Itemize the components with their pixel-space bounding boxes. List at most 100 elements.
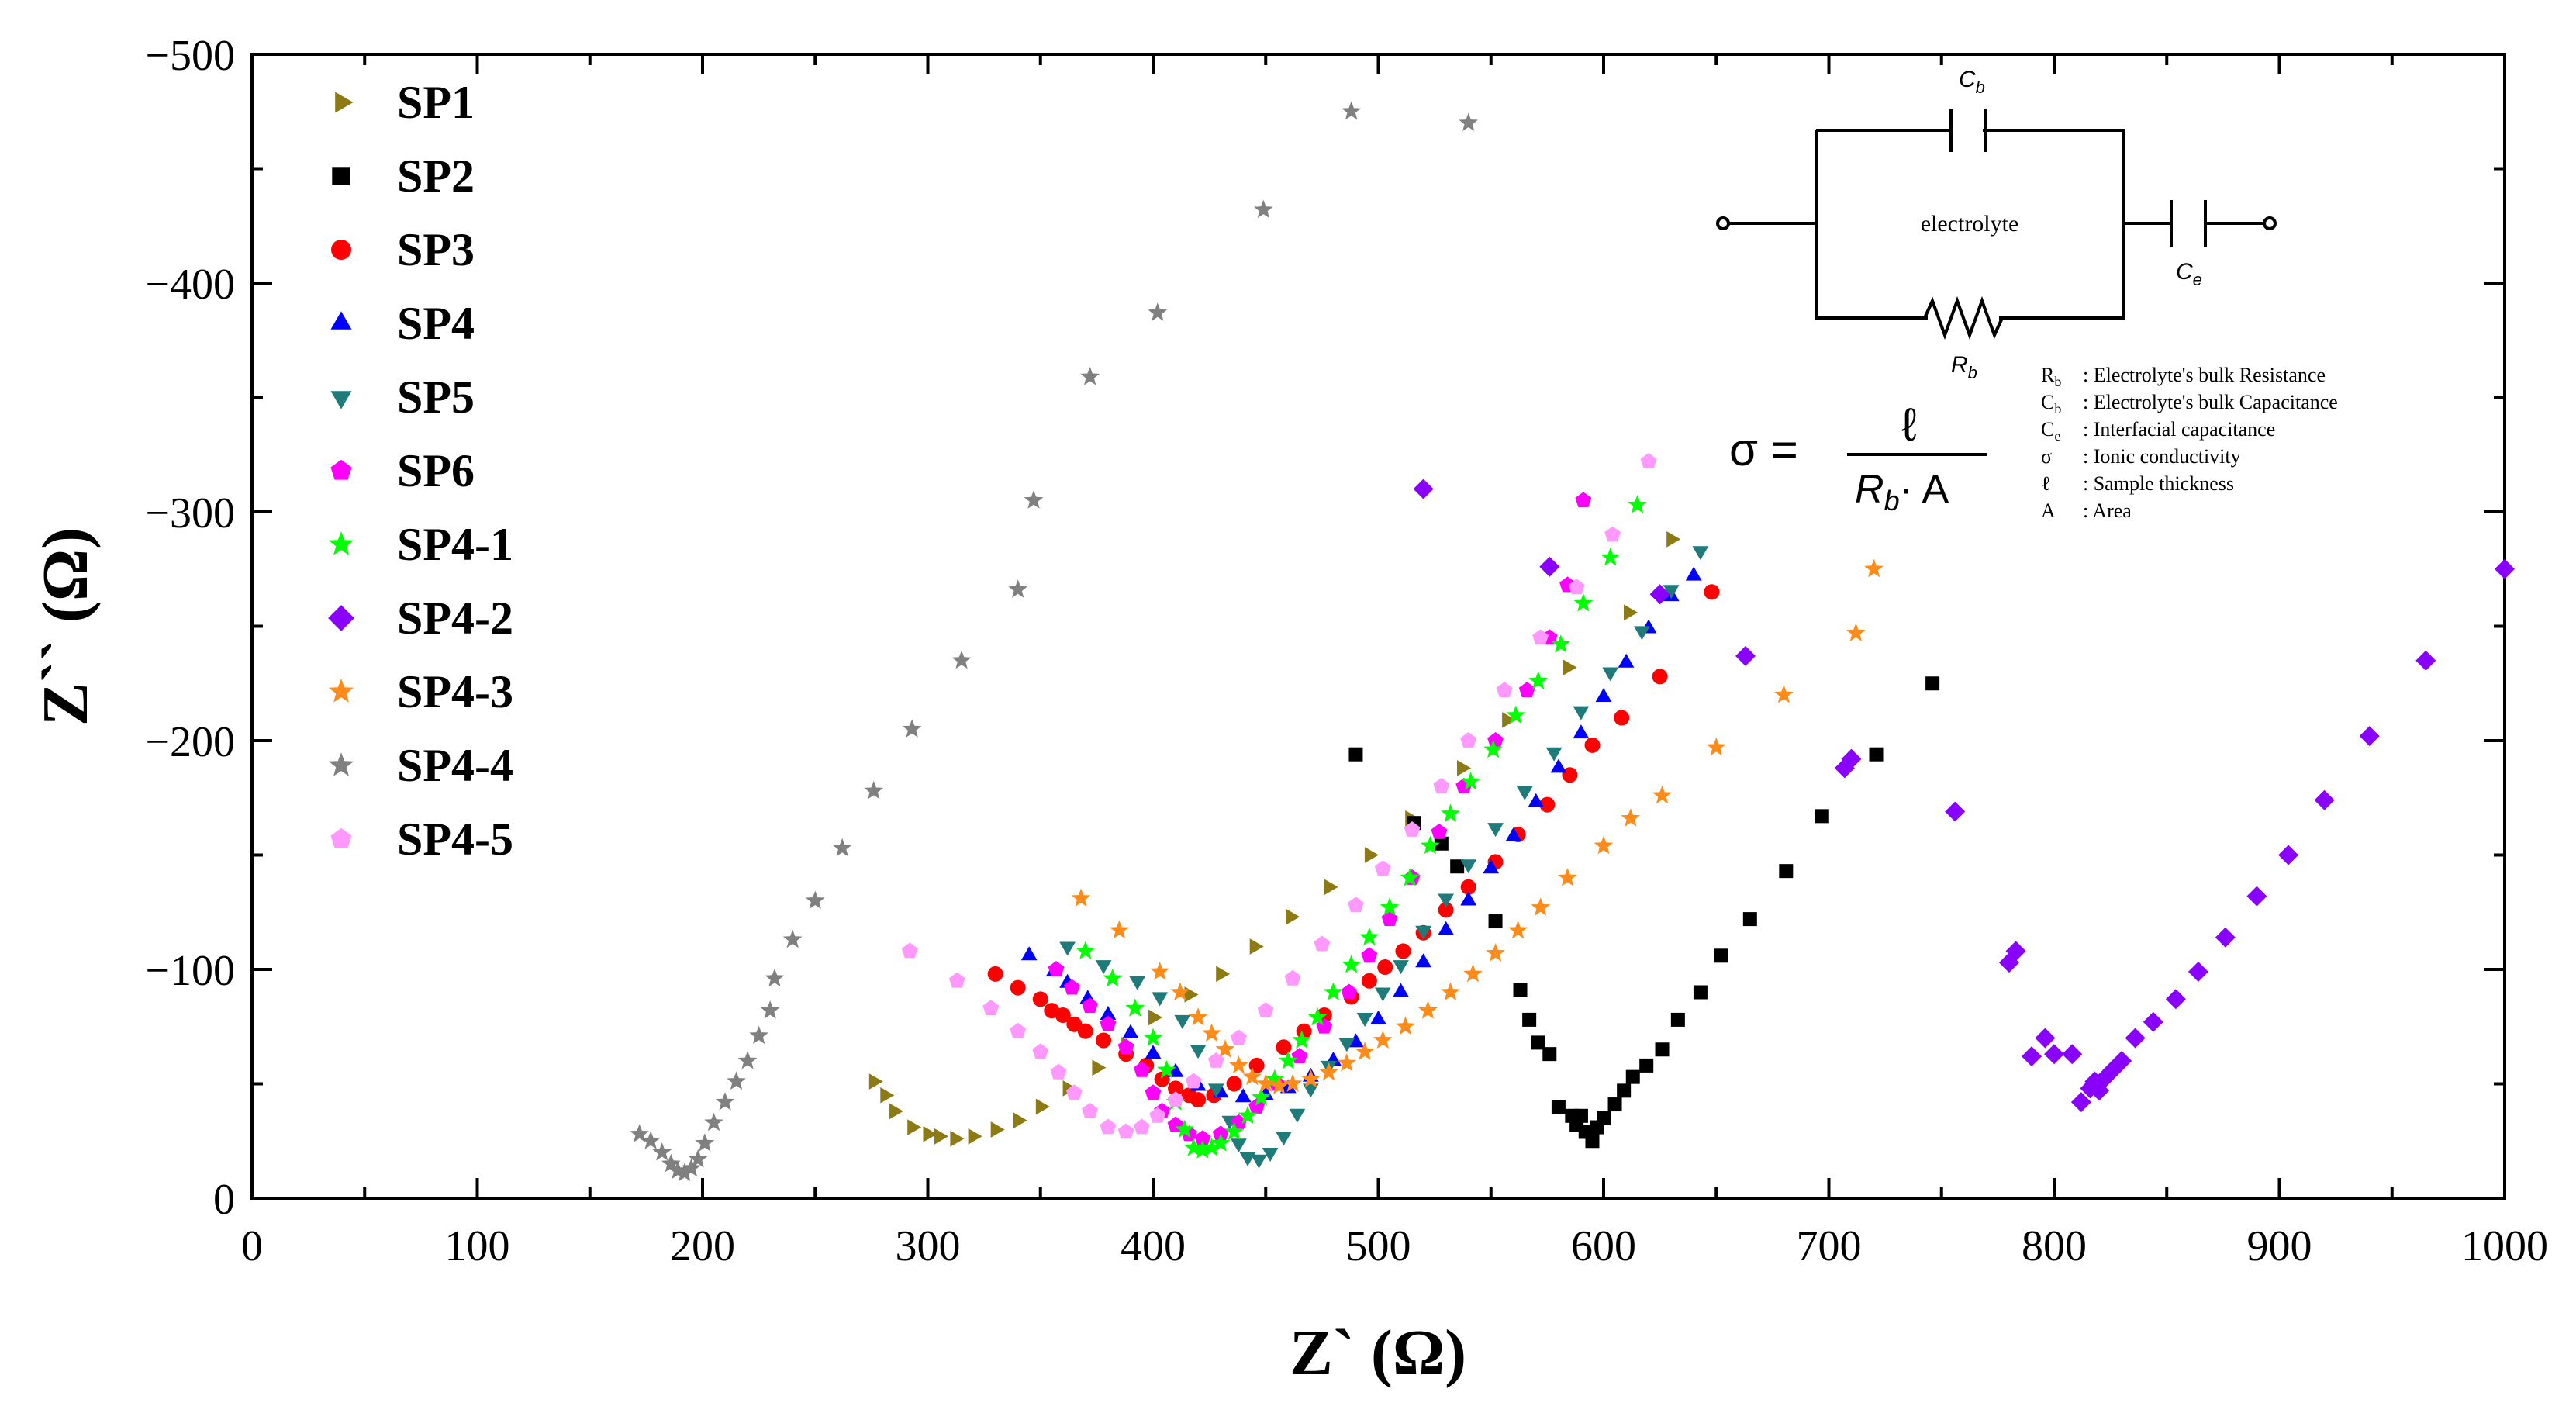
data-point [2070, 1092, 2091, 1113]
series-sp5 [1059, 546, 1709, 1169]
data-point [760, 1000, 780, 1019]
data-point [1289, 1108, 1306, 1123]
data-point [1082, 1102, 1099, 1118]
data-point [1545, 747, 1563, 762]
x-tick-label: 1000 [2461, 1222, 2548, 1270]
legend-label-sp6: SP6 [397, 445, 475, 496]
y-tick-label: −500 [145, 32, 235, 80]
data-point [2495, 558, 2515, 579]
data-point [1226, 1076, 1242, 1092]
data-point [1381, 910, 1398, 926]
definition-text: : Electrolyte's bulk Capacitance [2083, 391, 2338, 413]
data-point [1149, 1107, 1166, 1123]
data-point [682, 1158, 701, 1177]
data-point [1413, 479, 1434, 499]
data-point [1032, 991, 1048, 1007]
data-point [1276, 1039, 1292, 1055]
data-point [2314, 789, 2335, 810]
x-tick-label: 200 [670, 1222, 735, 1270]
data-point [1301, 1069, 1321, 1088]
data-point [1393, 983, 1409, 997]
data-point [907, 1119, 922, 1135]
data-point [1356, 1013, 1373, 1027]
data-point [902, 719, 922, 738]
data-point [1393, 960, 1409, 975]
data-point [1216, 966, 1231, 983]
legend-marker-sp5 [330, 391, 352, 409]
data-point [1618, 653, 1635, 668]
data-point [2112, 1051, 2132, 1071]
data-point [1239, 1152, 1256, 1166]
data-point [1055, 1007, 1071, 1023]
legend-marker-sp4-2 [328, 605, 354, 631]
data-point [2143, 1011, 2163, 1032]
data-point [1157, 1059, 1176, 1079]
data-point [2022, 1046, 2042, 1067]
data-point [1438, 893, 1454, 908]
data-point [1434, 836, 1449, 851]
data-point [1438, 921, 1454, 935]
data-point [1421, 835, 1440, 855]
data-point [1167, 1062, 1184, 1077]
data-point [1210, 1133, 1231, 1152]
data-point [1080, 367, 1100, 385]
data-point [1065, 1084, 1083, 1100]
formula-denominator: Rb· A [1855, 467, 1949, 517]
legend-label-sp5: SP5 [397, 371, 475, 423]
data-point [1193, 1140, 1213, 1159]
formula-lhs: σ = [1729, 423, 1798, 475]
data-point [1404, 821, 1421, 837]
x-tick-label: 100 [445, 1222, 510, 1270]
data-point [1502, 712, 1517, 728]
legend-label-sp4-2: SP4-2 [397, 593, 513, 644]
data-point [1396, 1016, 1415, 1035]
data-point [987, 966, 1003, 982]
definition-text: : Sample thickness [2083, 472, 2234, 495]
data-point [1303, 1083, 1319, 1098]
data-point [1348, 1033, 1364, 1048]
data-point [1621, 808, 1641, 827]
x-tick-label: 300 [896, 1222, 961, 1270]
data-point [1506, 705, 1526, 724]
data-point [1774, 685, 1794, 703]
data-point [1400, 868, 1420, 886]
data-point [1048, 961, 1065, 976]
data-point [1575, 492, 1592, 508]
data-point [1110, 920, 1129, 939]
data-point [1174, 1014, 1191, 1029]
x-tick-label: 0 [241, 1222, 263, 1270]
series-sp3 [987, 584, 1720, 1108]
data-point [1706, 737, 1726, 756]
data-point [1100, 1118, 1117, 1135]
data-point [832, 838, 852, 857]
legend-label-sp4-4: SP4-4 [397, 740, 513, 791]
data-point [1666, 531, 1681, 548]
y-tick-label: −100 [145, 947, 235, 995]
definition-text: : Interfacial capacitance [2083, 418, 2275, 441]
circuit-label-cb: Cb [1959, 67, 1985, 97]
data-point [1607, 1097, 1622, 1112]
cap-gap-top [1953, 124, 1983, 136]
data-point [1573, 706, 1590, 720]
data-point [948, 972, 965, 988]
data-point [1551, 1100, 1566, 1114]
data-point [1415, 925, 1431, 940]
data-point [1324, 982, 1343, 1000]
data-point [749, 1025, 768, 1045]
data-point [1601, 548, 1621, 566]
definition-text: : Area [2083, 499, 2132, 522]
data-point [1604, 526, 1621, 542]
data-point [1265, 1069, 1285, 1088]
data-point [1143, 1028, 1163, 1046]
definition-symbol: σ [2041, 445, 2052, 468]
data-point [805, 890, 825, 909]
data-point [1463, 963, 1483, 983]
data-point [1539, 556, 1560, 577]
data-point [1202, 1138, 1221, 1156]
data-point [1496, 682, 1513, 697]
legend-label-sp3: SP3 [397, 224, 475, 275]
data-point [1461, 772, 1480, 790]
definition-text: : Electrolyte's bulk Resistance [2083, 364, 2326, 386]
data-point [1324, 879, 1338, 896]
